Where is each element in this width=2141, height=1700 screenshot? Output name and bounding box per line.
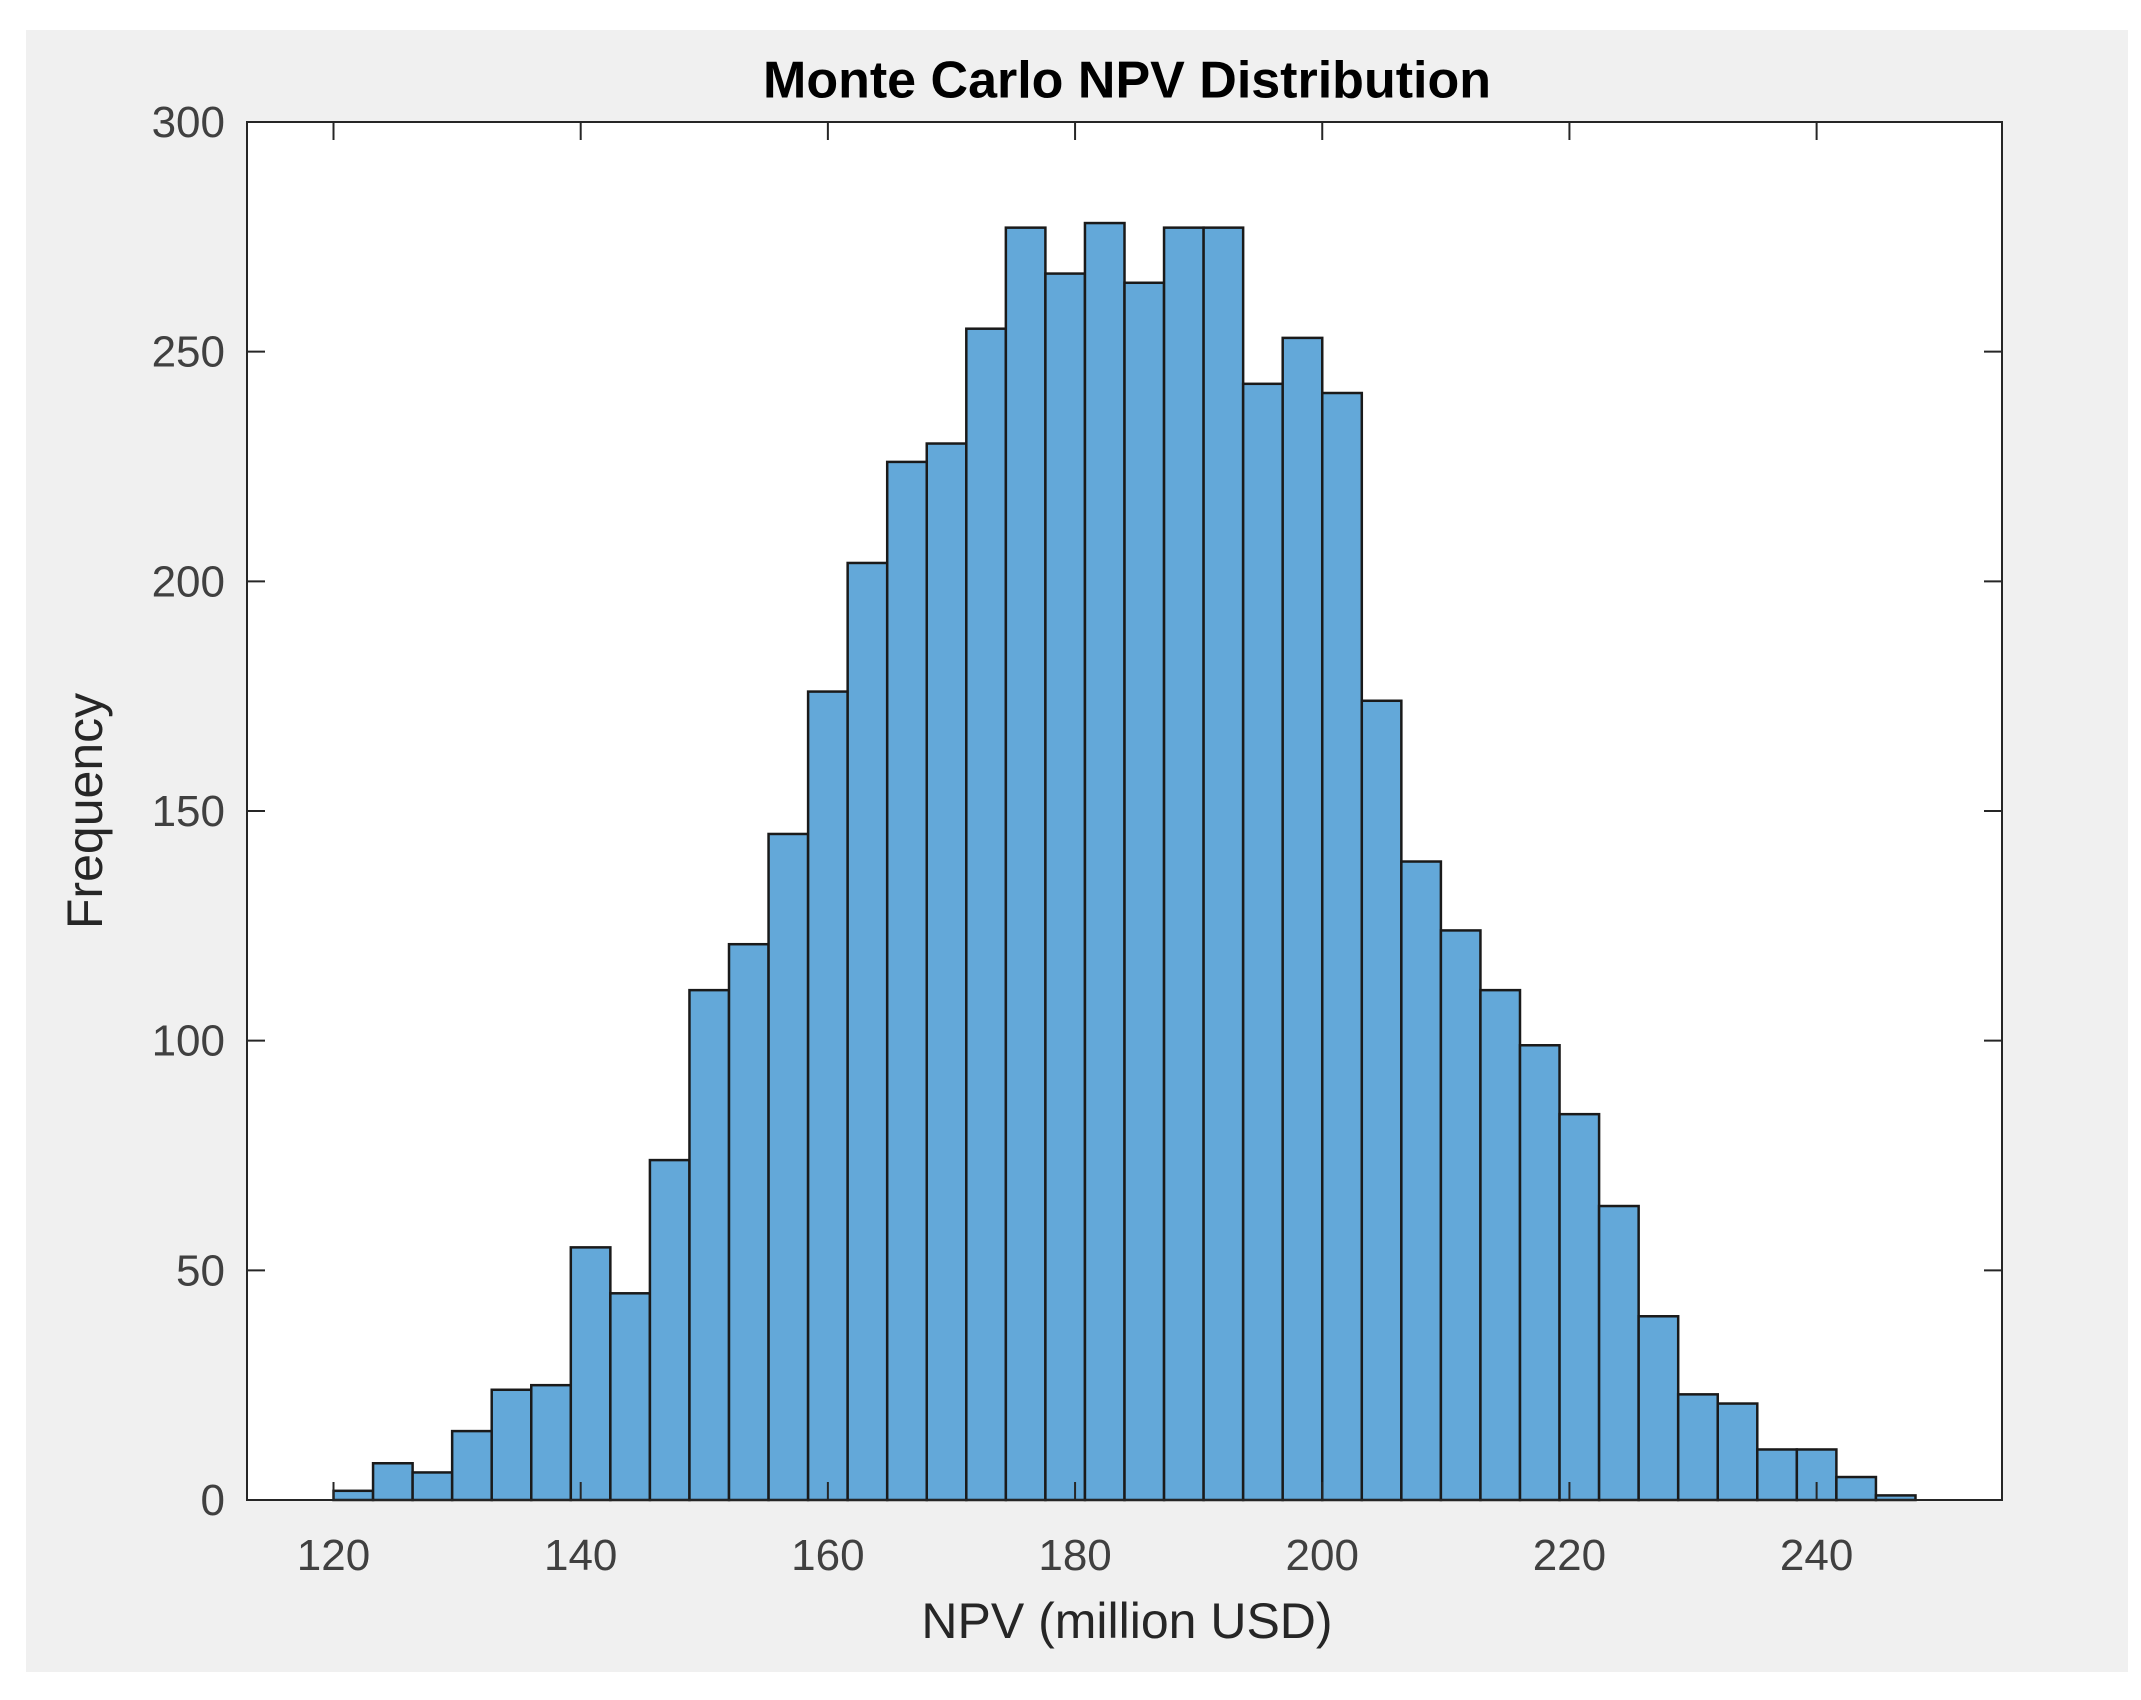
histogram-chart: Monte Carlo NPV Distribution 120 140 160 18…: [57, 52, 2003, 1649]
y-tick-label: 50: [176, 1246, 225, 1295]
histogram-bar: [1360, 699, 1403, 1502]
histogram-bar: [332, 1489, 375, 1502]
histogram-bar: [727, 942, 770, 1502]
histogram-bar: [767, 832, 810, 1502]
histogram-bar: [490, 1388, 533, 1502]
histogram-bar: [1083, 221, 1126, 1502]
histogram-bar: [1123, 281, 1166, 1502]
x-axis-label: NPV (million USD): [921, 1593, 1332, 1649]
histogram-bar: [1400, 860, 1443, 1502]
chart-title: Monte Carlo NPV Distribution: [763, 52, 1491, 110]
histogram-bar: [1479, 988, 1522, 1502]
histogram-bar: [569, 1246, 612, 1502]
x-tick-label: 140: [544, 1531, 617, 1580]
x-tick-label: 220: [1533, 1531, 1606, 1580]
histogram-bar: [450, 1429, 493, 1502]
histogram-bar: [1756, 1448, 1799, 1502]
y-tick-label: 300: [152, 98, 225, 147]
x-tick-label: 180: [1038, 1531, 1111, 1580]
histogram-bar: [885, 460, 929, 1502]
histogram-bar: [371, 1462, 414, 1502]
histogram-bar: [846, 561, 889, 1502]
y-tick-label: 150: [152, 787, 225, 836]
x-tick-labels: 120 140 160 180 200 220 240: [297, 1531, 1854, 1580]
histogram-bar: [1835, 1475, 1878, 1502]
x-tick-label: 120: [297, 1531, 370, 1580]
x-tick-label: 160: [791, 1531, 864, 1580]
bars-group: [332, 221, 1917, 1502]
histogram-bar: [609, 1292, 652, 1502]
histogram-bar: [1597, 1204, 1640, 1502]
histogram-bar: [925, 442, 968, 1502]
histogram-bar: [1320, 391, 1364, 1502]
histogram-bar: [688, 988, 731, 1502]
histogram-bar: [1202, 226, 1245, 1502]
histogram-bar: [1281, 336, 1324, 1502]
histogram-bar: [648, 1158, 691, 1502]
histogram-bar: [1044, 272, 1087, 1502]
histogram-bar: [1241, 382, 1284, 1502]
histogram-bar: [411, 1471, 454, 1502]
histogram-bar: [1558, 1112, 1601, 1502]
y-axis-label: Frequency: [57, 693, 113, 929]
y-tick-label: 200: [152, 557, 225, 606]
y-tick-label: 0: [201, 1476, 225, 1525]
y-tick-label: 100: [152, 1017, 225, 1066]
histogram-bar: [1518, 1044, 1561, 1502]
histogram-bar: [1716, 1402, 1759, 1502]
histogram-bar: [1162, 226, 1205, 1502]
axes-box: [246, 121, 2003, 1501]
histogram-bar: [965, 327, 1008, 1502]
x-tick-label: 240: [1780, 1531, 1853, 1580]
histogram-bar: [1637, 1315, 1680, 1502]
histogram-bar: [530, 1383, 573, 1502]
y-tick-label: 250: [152, 328, 225, 377]
histogram-bar: [806, 690, 849, 1502]
x-tick-label: 200: [1286, 1531, 1359, 1580]
histogram-bar: [1439, 929, 1482, 1502]
figure: Monte Carlo NPV Distribution 120 140 160 18…: [26, 30, 2128, 1672]
histogram-bar: [1004, 226, 1047, 1502]
y-tick-labels: 0 50 100 150 200 250 300: [152, 98, 225, 1525]
histogram-bar: [1676, 1393, 1719, 1502]
